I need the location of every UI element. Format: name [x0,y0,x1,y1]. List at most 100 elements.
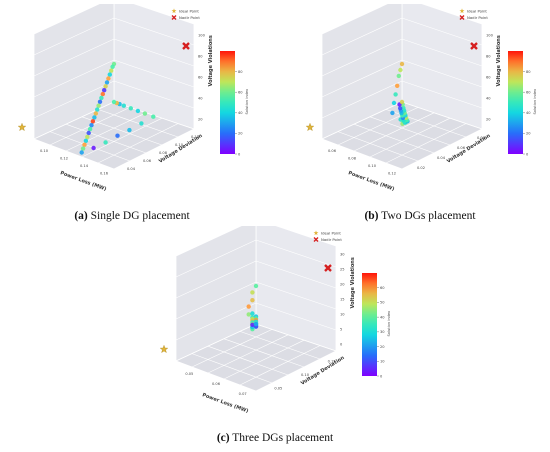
panel-c-data-point [250,311,255,316]
panel-b-letter: (b) [364,210,379,222]
panel-b-grid-line [353,123,435,154]
panel-b-x-tick-label: 0.08 [348,156,357,160]
panel-b-grid-line [353,112,435,152]
panel-a-grid-line [33,80,115,119]
panel-c-grid-line [223,338,305,368]
panel-a-data-point [102,88,107,93]
panel-c-grid-line [207,334,289,374]
panel-b-z-tick-label: 40 [486,97,491,101]
panel-a-y-tick-label: 0.10 [175,143,184,147]
panel-a-x-tick-label: 0.12 [60,156,68,160]
panel-a-y-tick-label: 0.08 [159,151,168,155]
panel-a-data-point [99,95,104,101]
panel-c-data-point [246,304,251,309]
panel-b-data-point [401,105,406,111]
panel-a-data-point [115,133,120,138]
panel-a-z-axis-label: Voltage Violations [208,35,214,86]
panel-a-grid-line [33,17,115,56]
panel-b-grid-line [369,117,451,158]
panel-c-colorbar-tick-label: 0 [380,374,383,378]
panel-c-grid-line [255,239,337,268]
panel-c-grid-line [175,281,257,320]
panel-b-legend-ideal-icon [459,8,465,14]
panel-b-colorbar-tick-label: 60 [526,91,531,95]
panel-b-grid-line [337,131,419,162]
panel-c-legend-ideal-icon [313,230,319,236]
panel-b-colorbar-label: Solution index [533,88,537,114]
panel-c-grid-line [191,353,273,384]
panel-c-grid-line [223,339,305,380]
panel-c-grid-line [191,329,273,368]
panel-a-grid-line [33,38,115,77]
panel-a-grid-line [65,112,147,152]
panel-a-grid-line [97,109,179,138]
panel-b-data-point [391,100,397,106]
panel-c-data-point [250,322,255,327]
panel-c-caption-text: Three DGs placement [232,432,334,444]
panel-c-x-tick-label: 0.05 [185,372,193,376]
panel-a-z-tick-label: 40 [198,97,203,101]
panel-a-data-point [106,76,111,81]
panel-b-data-point [398,67,403,73]
panel-a-legend-nadir-icon [171,15,177,20]
panel-a-grid-line [113,59,195,88]
panel-b-data-point [396,73,401,79]
panel-b-data-point [390,110,395,116]
panel-c-grid-line [239,345,321,386]
panel-c-grid-line [239,331,321,360]
panel-c-legend-nadir-label: Nadir Point [321,237,342,242]
panel-c-colorbar-tick-label: 50 [380,301,385,305]
panel-a-grid-line [65,123,147,154]
panel-c-y-tick-label: 0.15 [328,360,336,364]
panel-a-colorbar-label: Solution index [245,88,249,114]
panel-b-y-tick-label: 0.06 [457,146,466,150]
panel-c-z-tick-label: 15 [340,298,345,302]
panel-c-caption: (c) Three DGs placement [145,432,405,444]
panel-b-chart: 0.06 0.08 0.10 0.12 0.02 0.04 0.06 0.08 20 40 60 80… [292,4,547,204]
panel-a-data-point [90,119,96,124]
panel-b-grid-line [321,80,403,119]
panel-b-grid-line [401,80,483,109]
panel-c-colorbar-tick-label: 20 [380,345,385,349]
panel-b-legend-nadir-icon [459,15,465,20]
panel-a-data-point [95,107,100,112]
panel-b-z-tick-label: 80 [486,55,491,59]
panel-b-y-tick-label: 0.08 [477,136,486,140]
panel-c-grid-line [255,302,337,331]
panel-a-nadir-point-marker [182,42,190,50]
panel-a-data-point [109,68,114,73]
panel-b-grid-line [321,38,403,77]
panel-b-grid-line [401,59,483,88]
panel-a-data-point [79,150,84,155]
panel-c-letter: (c) [216,432,230,444]
panel-c-colorbar-tick-label: 10 [380,360,385,364]
panel-c-chart: 0.05 0.06 0.07 0.05 0.10 0.15 0 5 10 15 20 25 30 Powe… [146,226,401,426]
panel-a-data-point [135,108,141,114]
panel-c-grid-line [175,302,257,341]
panel-b-colorbar-tick-label: 80 [526,70,531,74]
panel-a-data-point [85,134,90,140]
panel-b-data-point [398,106,403,111]
panel-b-caption-text: Two DGs placement [381,210,476,222]
panel-a-data-point [93,111,99,116]
panel-b-grid-line [385,109,467,138]
panel-c-svg: 0.050.060.070.050.100.15051015202530Powe… [146,226,401,426]
panel-a-legend-nadir-label: Nadir Point [179,15,200,20]
panel-c-y-tick-label: 0.10 [301,373,310,377]
panel-a-data-point [97,99,103,105]
panel-b-data-point [399,61,405,67]
panel-b-svg: 0.06 0.08 0.10 0.12 0.02 0.04 0.06 0.08 20 40 60 80… [292,4,547,204]
panel-b-grid-line [321,59,403,98]
panel-c-grid-line [207,345,289,376]
panel-a-data-point [103,84,108,89]
panel-a-colorbar-tick-label: 80 [238,70,243,74]
panel-a-colorbar [220,51,235,154]
panel-a-data-point [110,64,115,69]
panel-a-grid-line [113,38,195,67]
panel-c-z-tick-label: 20 [340,283,345,287]
panel-a-letter: (a) [74,210,88,222]
panel-c-x-tick-label: 0.07 [239,392,247,396]
